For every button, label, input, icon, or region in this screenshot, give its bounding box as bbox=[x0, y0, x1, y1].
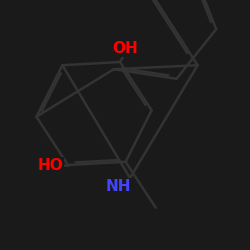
Text: OH: OH bbox=[112, 41, 138, 56]
Text: NH: NH bbox=[106, 179, 132, 194]
Text: HO: HO bbox=[38, 158, 64, 172]
